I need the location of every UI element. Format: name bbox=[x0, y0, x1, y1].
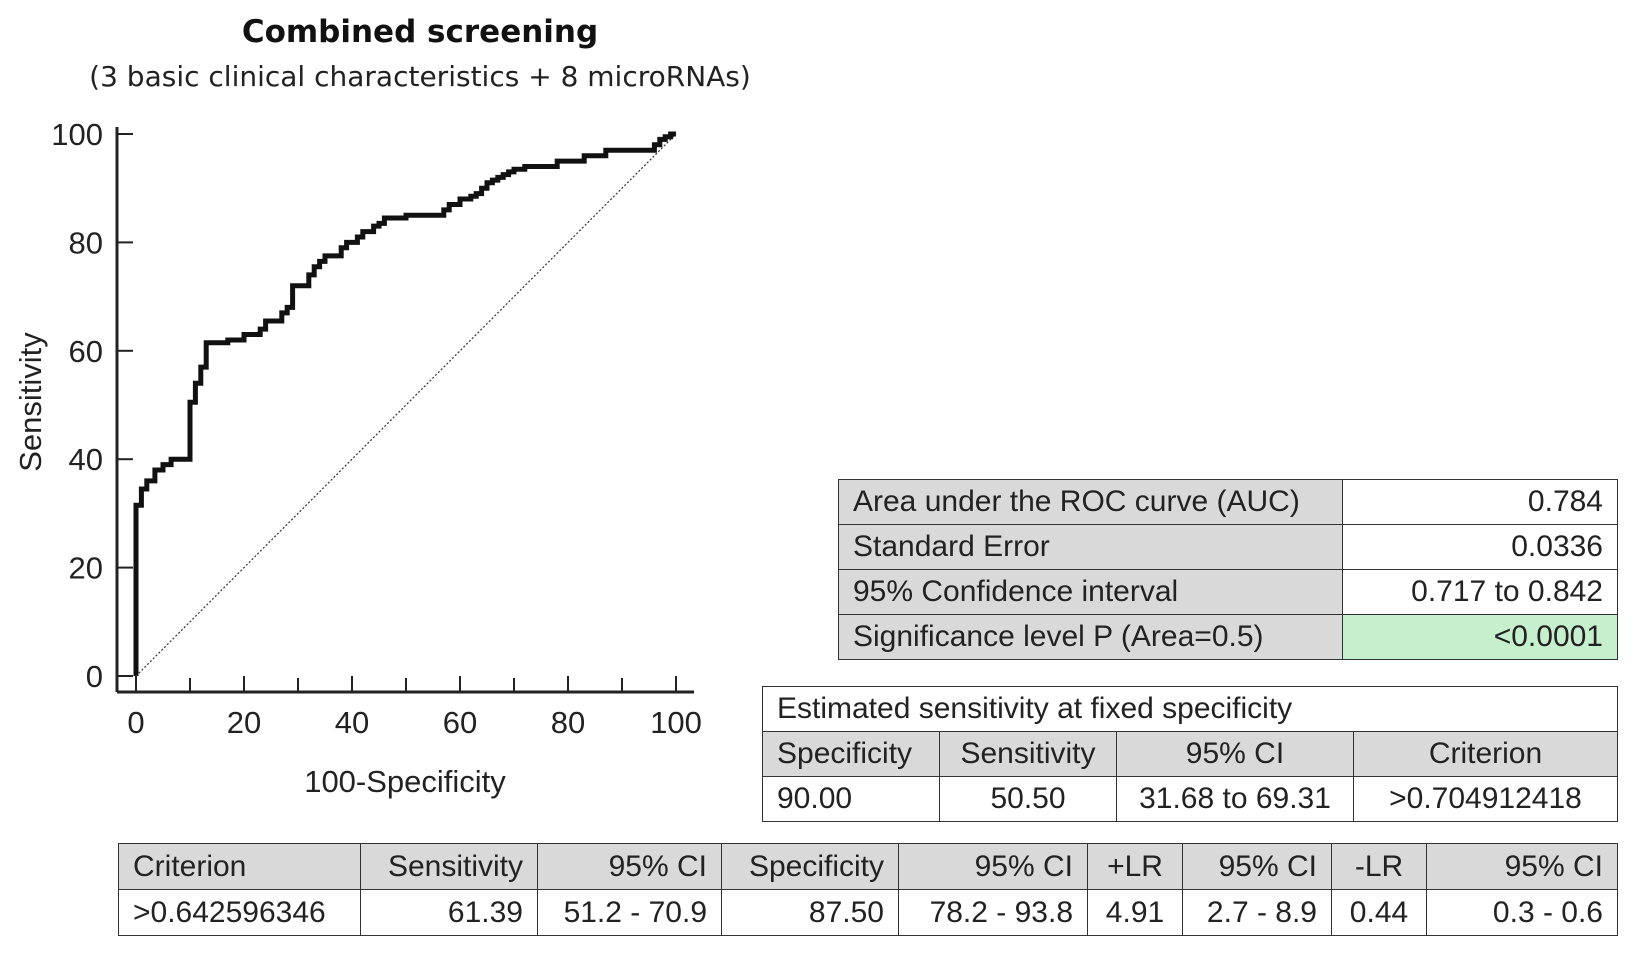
est-header: Criterion bbox=[1353, 731, 1618, 777]
crit-header: -LR bbox=[1331, 843, 1427, 890]
p-value: <0.0001 bbox=[1342, 614, 1618, 660]
y-axis-label: Sensitivity bbox=[13, 332, 48, 472]
crit-cell: 78.2 - 93.8 bbox=[898, 889, 1088, 936]
crit-data-row: >0.642596346 61.39 51.2 - 70.9 87.50 78.… bbox=[118, 889, 1618, 936]
auc-row: Area under the ROC curve (AUC) 0.784 bbox=[838, 479, 1618, 525]
y-tick-label: 40 bbox=[69, 442, 103, 477]
chart-subtitle: (3 basic clinical characteristics + 8 mi… bbox=[89, 60, 751, 93]
crit-cell: 61.39 bbox=[360, 889, 538, 936]
est-title: Estimated sensitivity at fixed specifici… bbox=[762, 686, 1618, 732]
x-tick-label: 20 bbox=[227, 705, 261, 740]
auc-table: Area under the ROC curve (AUC) 0.784 Sta… bbox=[838, 479, 1618, 660]
crit-header: 95% CI bbox=[898, 843, 1088, 890]
est-header: 95% CI bbox=[1116, 731, 1354, 777]
x-tick-label: 0 bbox=[127, 705, 144, 740]
est-header: Sensitivity bbox=[939, 731, 1117, 777]
crit-cell: 0.3 - 0.6 bbox=[1426, 889, 1618, 936]
p-row: Significance level P (Area=0.5) <0.0001 bbox=[838, 614, 1618, 660]
se-value: 0.0336 bbox=[1342, 524, 1618, 570]
x-tick-label: 40 bbox=[335, 705, 369, 740]
crit-cell: 0.44 bbox=[1331, 889, 1427, 936]
ci-row: 95% Confidence interval 0.717 to 0.842 bbox=[838, 569, 1618, 615]
p-label: Significance level P (Area=0.5) bbox=[838, 614, 1343, 660]
chart-title: Combined screening bbox=[241, 14, 599, 50]
crit-header: 95% CI bbox=[1426, 843, 1618, 890]
crit-header: +LR bbox=[1087, 843, 1183, 890]
est-title-row: Estimated sensitivity at fixed specifici… bbox=[762, 686, 1618, 732]
crit-cell: >0.642596346 bbox=[118, 889, 361, 936]
crit-cell: 51.2 - 70.9 bbox=[537, 889, 722, 936]
crit-header: Specificity bbox=[721, 843, 899, 890]
est-cell: >0.704912418 bbox=[1353, 776, 1618, 822]
crit-cell: 87.50 bbox=[721, 889, 899, 936]
y-tick-label: 0 bbox=[86, 659, 103, 694]
x-tick-label: 60 bbox=[443, 705, 477, 740]
y-tick-label: 100 bbox=[51, 117, 103, 152]
y-tick-label: 20 bbox=[69, 551, 103, 586]
se-row: Standard Error 0.0336 bbox=[838, 524, 1618, 570]
est-data-row: 90.00 50.50 31.68 to 69.31 >0.704912418 bbox=[762, 776, 1618, 822]
roc-curve bbox=[133, 131, 676, 676]
x-axis-label: 100-Specificity bbox=[304, 764, 506, 799]
chart-series bbox=[133, 131, 677, 677]
x-tick-label: 100 bbox=[650, 705, 702, 740]
criterion-table: Criterion Sensitivity 95% CI Specificity… bbox=[118, 843, 1618, 936]
est-cell: 31.68 to 69.31 bbox=[1116, 776, 1354, 822]
est-header-row: Specificity Sensitivity 95% CI Criterion bbox=[762, 731, 1618, 777]
est-cell: 90.00 bbox=[762, 776, 940, 822]
crit-cell: 2.7 - 8.9 bbox=[1182, 889, 1332, 936]
est-cell: 50.50 bbox=[939, 776, 1117, 822]
chart-ticks: 0 20 40 60 80 100 0 20 40 60 80 100 bbox=[51, 117, 702, 740]
reference-line bbox=[135, 133, 677, 677]
ci-label: 95% Confidence interval bbox=[838, 569, 1343, 615]
crit-header: 95% CI bbox=[1182, 843, 1332, 890]
chart-axes bbox=[115, 127, 694, 694]
fixed-specificity-table: Estimated sensitivity at fixed specifici… bbox=[762, 686, 1618, 822]
auc-value: 0.784 bbox=[1342, 479, 1618, 525]
crit-header-row: Criterion Sensitivity 95% CI Specificity… bbox=[118, 843, 1618, 890]
roc-chart: 0 20 40 60 80 100 0 20 40 60 80 100 100-Specificity… bbox=[13, 117, 702, 799]
crit-header: Criterion bbox=[118, 843, 361, 890]
crit-header: Sensitivity bbox=[360, 843, 538, 890]
crit-header: 95% CI bbox=[537, 843, 722, 890]
auc-label: Area under the ROC curve (AUC) bbox=[838, 479, 1343, 525]
y-tick-label: 60 bbox=[69, 334, 103, 369]
x-tick-label: 80 bbox=[551, 705, 585, 740]
crit-cell: 4.91 bbox=[1087, 889, 1183, 936]
se-label: Standard Error bbox=[838, 524, 1343, 570]
ci-value: 0.717 to 0.842 bbox=[1342, 569, 1618, 615]
y-tick-label: 80 bbox=[69, 225, 103, 260]
est-header: Specificity bbox=[762, 731, 940, 777]
